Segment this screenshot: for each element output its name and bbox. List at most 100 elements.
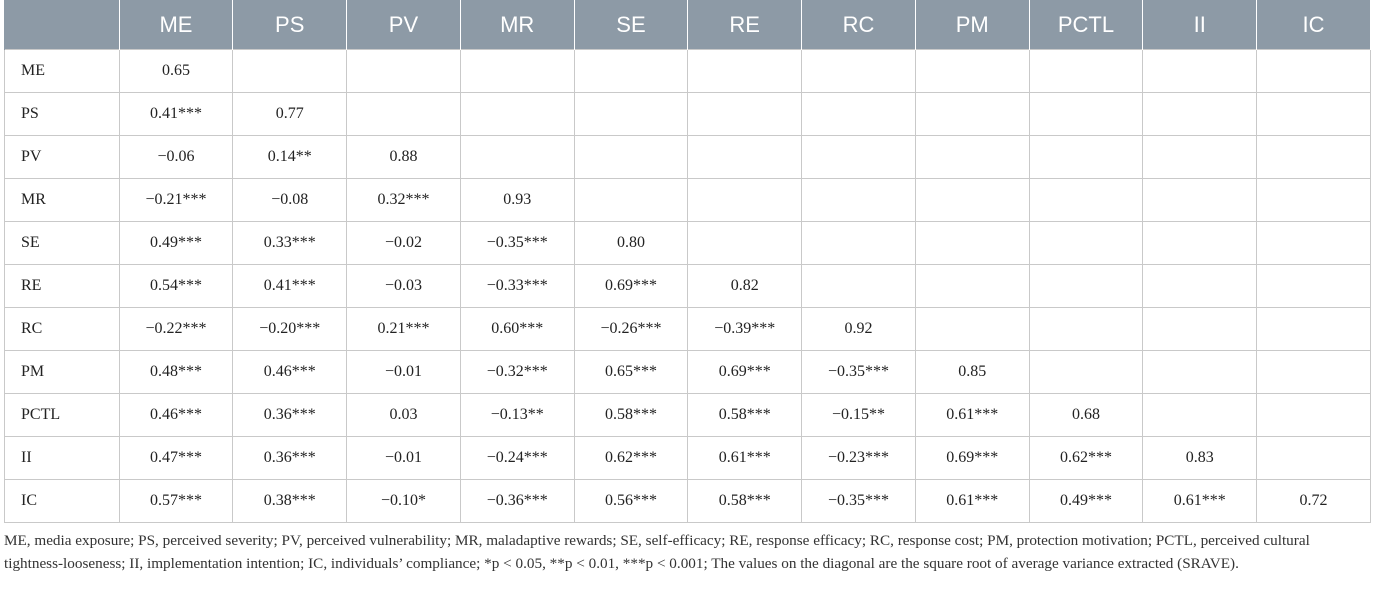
table-cell: 0.48***	[118, 350, 234, 394]
table-cell	[1028, 49, 1144, 93]
table-cell: 0.33***	[232, 221, 348, 265]
table-row: PM 0.48*** 0.46*** −0.01 −0.32*** 0.65*** 0.69…	[4, 350, 1371, 394]
table-cell: −0.06	[118, 135, 234, 179]
table-cell	[459, 135, 575, 179]
table-cell	[801, 221, 916, 265]
header-corner-cell	[4, 0, 120, 50]
table-cell: −0.02	[346, 221, 461, 265]
table-cell	[914, 307, 1030, 351]
row-label: RC	[4, 307, 120, 351]
table-cell	[1142, 135, 1258, 179]
table-row: PS 0.41*** 0.77	[4, 92, 1371, 136]
column-header-pv: PV	[346, 0, 461, 50]
table-cell	[1028, 178, 1144, 222]
table-cell: 0.58***	[687, 479, 803, 523]
row-label: II	[4, 436, 120, 480]
table-cell	[1256, 436, 1371, 480]
correlation-table: ME PS PV MR SE RE RC PM PCTL II IC ME 0.65 PS 0.41***…	[4, 0, 1371, 523]
table-cell: 0.69***	[573, 264, 689, 308]
table-cell: −0.23***	[801, 436, 916, 480]
table-cell	[573, 135, 689, 179]
table-row: SE 0.49*** 0.33*** −0.02 −0.35*** 0.80	[4, 221, 1371, 265]
column-header-ic: IC	[1256, 0, 1371, 50]
table-cell: 0.68	[1028, 393, 1144, 437]
table-cell	[687, 92, 803, 136]
table-cell: 0.46***	[232, 350, 348, 394]
table-cell	[687, 221, 803, 265]
table-cell	[1142, 307, 1258, 351]
table-cell	[1256, 221, 1371, 265]
table-cell	[1256, 49, 1371, 93]
table-cell	[914, 92, 1030, 136]
table-cell: −0.35***	[459, 221, 575, 265]
table-cell	[573, 178, 689, 222]
column-header-me: ME	[118, 0, 234, 50]
table-cell	[1142, 221, 1258, 265]
table-cell: −0.32***	[459, 350, 575, 394]
table-cell: −0.10*	[346, 479, 461, 523]
column-header-pctl: PCTL	[1028, 0, 1144, 50]
table-cell: 0.46***	[118, 393, 234, 437]
table-row: PV −0.06 0.14** 0.88	[4, 135, 1371, 179]
table-cell: 0.41***	[118, 92, 234, 136]
table-row: RE 0.54*** 0.41*** −0.03 −0.33*** 0.69*** 0.82	[4, 264, 1371, 308]
table-cell: 0.49***	[118, 221, 234, 265]
table-cell: 0.61***	[914, 479, 1030, 523]
table-cell: 0.80	[573, 221, 689, 265]
table-cell	[1028, 135, 1144, 179]
table-cell	[914, 135, 1030, 179]
table-cell	[1256, 393, 1371, 437]
table-cell	[1142, 393, 1258, 437]
table-cell: 0.47***	[118, 436, 234, 480]
table-cell: 0.14**	[232, 135, 348, 179]
table-cell: −0.22***	[118, 307, 234, 351]
table-body: ME 0.65 PS 0.41*** 0.77 PV −0.06 0.14** 0.88 MR −0…	[4, 49, 1371, 523]
table-cell	[346, 92, 461, 136]
row-label: RE	[4, 264, 120, 308]
table-cell: −0.35***	[801, 350, 916, 394]
table-cell: −0.01	[346, 436, 461, 480]
table-cell	[1142, 92, 1258, 136]
row-label: MR	[4, 178, 120, 222]
table-cell	[346, 49, 461, 93]
table-cell: 0.93	[459, 178, 575, 222]
table-row: RC −0.22*** −0.20*** 0.21*** 0.60*** −0.26***…	[4, 307, 1371, 351]
table-cell	[459, 49, 575, 93]
table-cell	[687, 135, 803, 179]
table-row: MR −0.21*** −0.08 0.32*** 0.93	[4, 178, 1371, 222]
row-label: ME	[4, 49, 120, 93]
table-cell: 0.36***	[232, 436, 348, 480]
table-cell	[1142, 264, 1258, 308]
table-cell	[801, 264, 916, 308]
column-header-ps: PS	[232, 0, 348, 50]
table-cell: −0.21***	[118, 178, 234, 222]
table-cell: 0.03	[346, 393, 461, 437]
table-cell	[1256, 178, 1371, 222]
table-cell	[1142, 350, 1258, 394]
table-cell: 0.72	[1256, 479, 1371, 523]
table-cell	[914, 221, 1030, 265]
table-row: IC 0.57*** 0.38*** −0.10* −0.36*** 0.56*** 0.5…	[4, 479, 1371, 523]
table-cell	[801, 92, 916, 136]
table-cell	[1028, 221, 1144, 265]
table-cell: 0.21***	[346, 307, 461, 351]
table-cell: 0.58***	[573, 393, 689, 437]
table-cell: 0.65	[118, 49, 234, 93]
table-cell: −0.35***	[801, 479, 916, 523]
table-cell: 0.56***	[573, 479, 689, 523]
table-cell: 0.65***	[573, 350, 689, 394]
table-cell	[801, 135, 916, 179]
table-cell: −0.13**	[459, 393, 575, 437]
table-cell: 0.62***	[1028, 436, 1144, 480]
table-cell	[573, 92, 689, 136]
table-cell	[573, 49, 689, 93]
table-cell: 0.54***	[118, 264, 234, 308]
table-cell	[914, 49, 1030, 93]
table-cell: −0.33***	[459, 264, 575, 308]
table-cell: 0.83	[1142, 436, 1258, 480]
table-row: ME 0.65	[4, 49, 1371, 93]
row-label: SE	[4, 221, 120, 265]
table-cell	[687, 49, 803, 93]
row-label: PCTL	[4, 393, 120, 437]
table-row: II 0.47*** 0.36*** −0.01 −0.24*** 0.62*** 0.61…	[4, 436, 1371, 480]
